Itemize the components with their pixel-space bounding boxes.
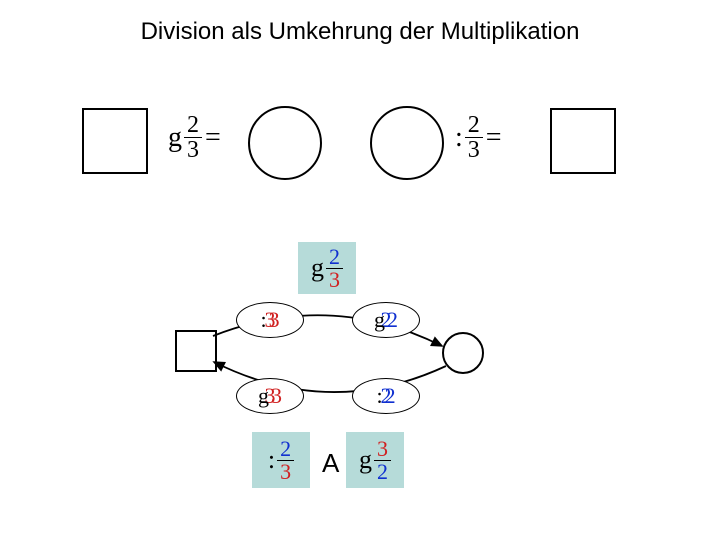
op-pre: g — [374, 307, 385, 333]
diagram-bot-frac-l: : 2 3 — [252, 432, 310, 488]
top-frac-2: : 2 3 = — [455, 113, 502, 162]
equals: = — [205, 122, 221, 154]
denominator: 3 — [326, 269, 343, 291]
numerator: 2 — [465, 113, 483, 138]
colon-label: : — [268, 445, 275, 475]
top-box-right — [550, 108, 616, 174]
diagram-bot-frac-r: g 3 2 — [346, 432, 404, 488]
op-val: 2 — [385, 383, 396, 409]
op-pre: : — [260, 307, 266, 333]
numerator: 2 — [326, 246, 343, 269]
op-val: 3 — [271, 383, 282, 409]
op-val: 3 — [269, 307, 280, 333]
g-label: g — [359, 445, 372, 475]
top-box-left — [82, 108, 148, 174]
op-val: 2 — [387, 307, 398, 333]
denominator: 3 — [277, 461, 294, 483]
op-ellipse-top-right: 2 g2 — [352, 302, 420, 338]
op-ellipse-bottom-left: 3 g3 — [236, 378, 304, 414]
op-pre: g — [258, 383, 269, 409]
top-frac-1: g 2 3 = — [168, 113, 221, 162]
diagram-top-frac: g 2 3 — [298, 242, 356, 294]
top-circle-2 — [370, 106, 444, 180]
diagram-circle-right — [442, 332, 484, 374]
denominator: 2 — [374, 461, 391, 483]
g-label: g — [168, 122, 182, 154]
op-ellipse-top-left: 3 :3 — [236, 302, 304, 338]
top-circle-1 — [248, 106, 322, 180]
page-title: Division als Umkehrung der Multiplikatio… — [0, 18, 720, 46]
op-ellipse-bottom-right: 2 :2 — [352, 378, 420, 414]
op-pre: : — [376, 383, 382, 409]
numerator: 2 — [184, 113, 202, 138]
A-label: A — [322, 448, 339, 479]
equals: = — [486, 122, 502, 154]
denominator: 3 — [184, 138, 202, 162]
g-label: g — [311, 253, 324, 283]
colon-label: : — [455, 122, 463, 154]
numerator: 3 — [374, 438, 391, 461]
denominator: 3 — [465, 138, 483, 162]
numerator: 2 — [277, 438, 294, 461]
diagram-box-left — [175, 330, 217, 372]
